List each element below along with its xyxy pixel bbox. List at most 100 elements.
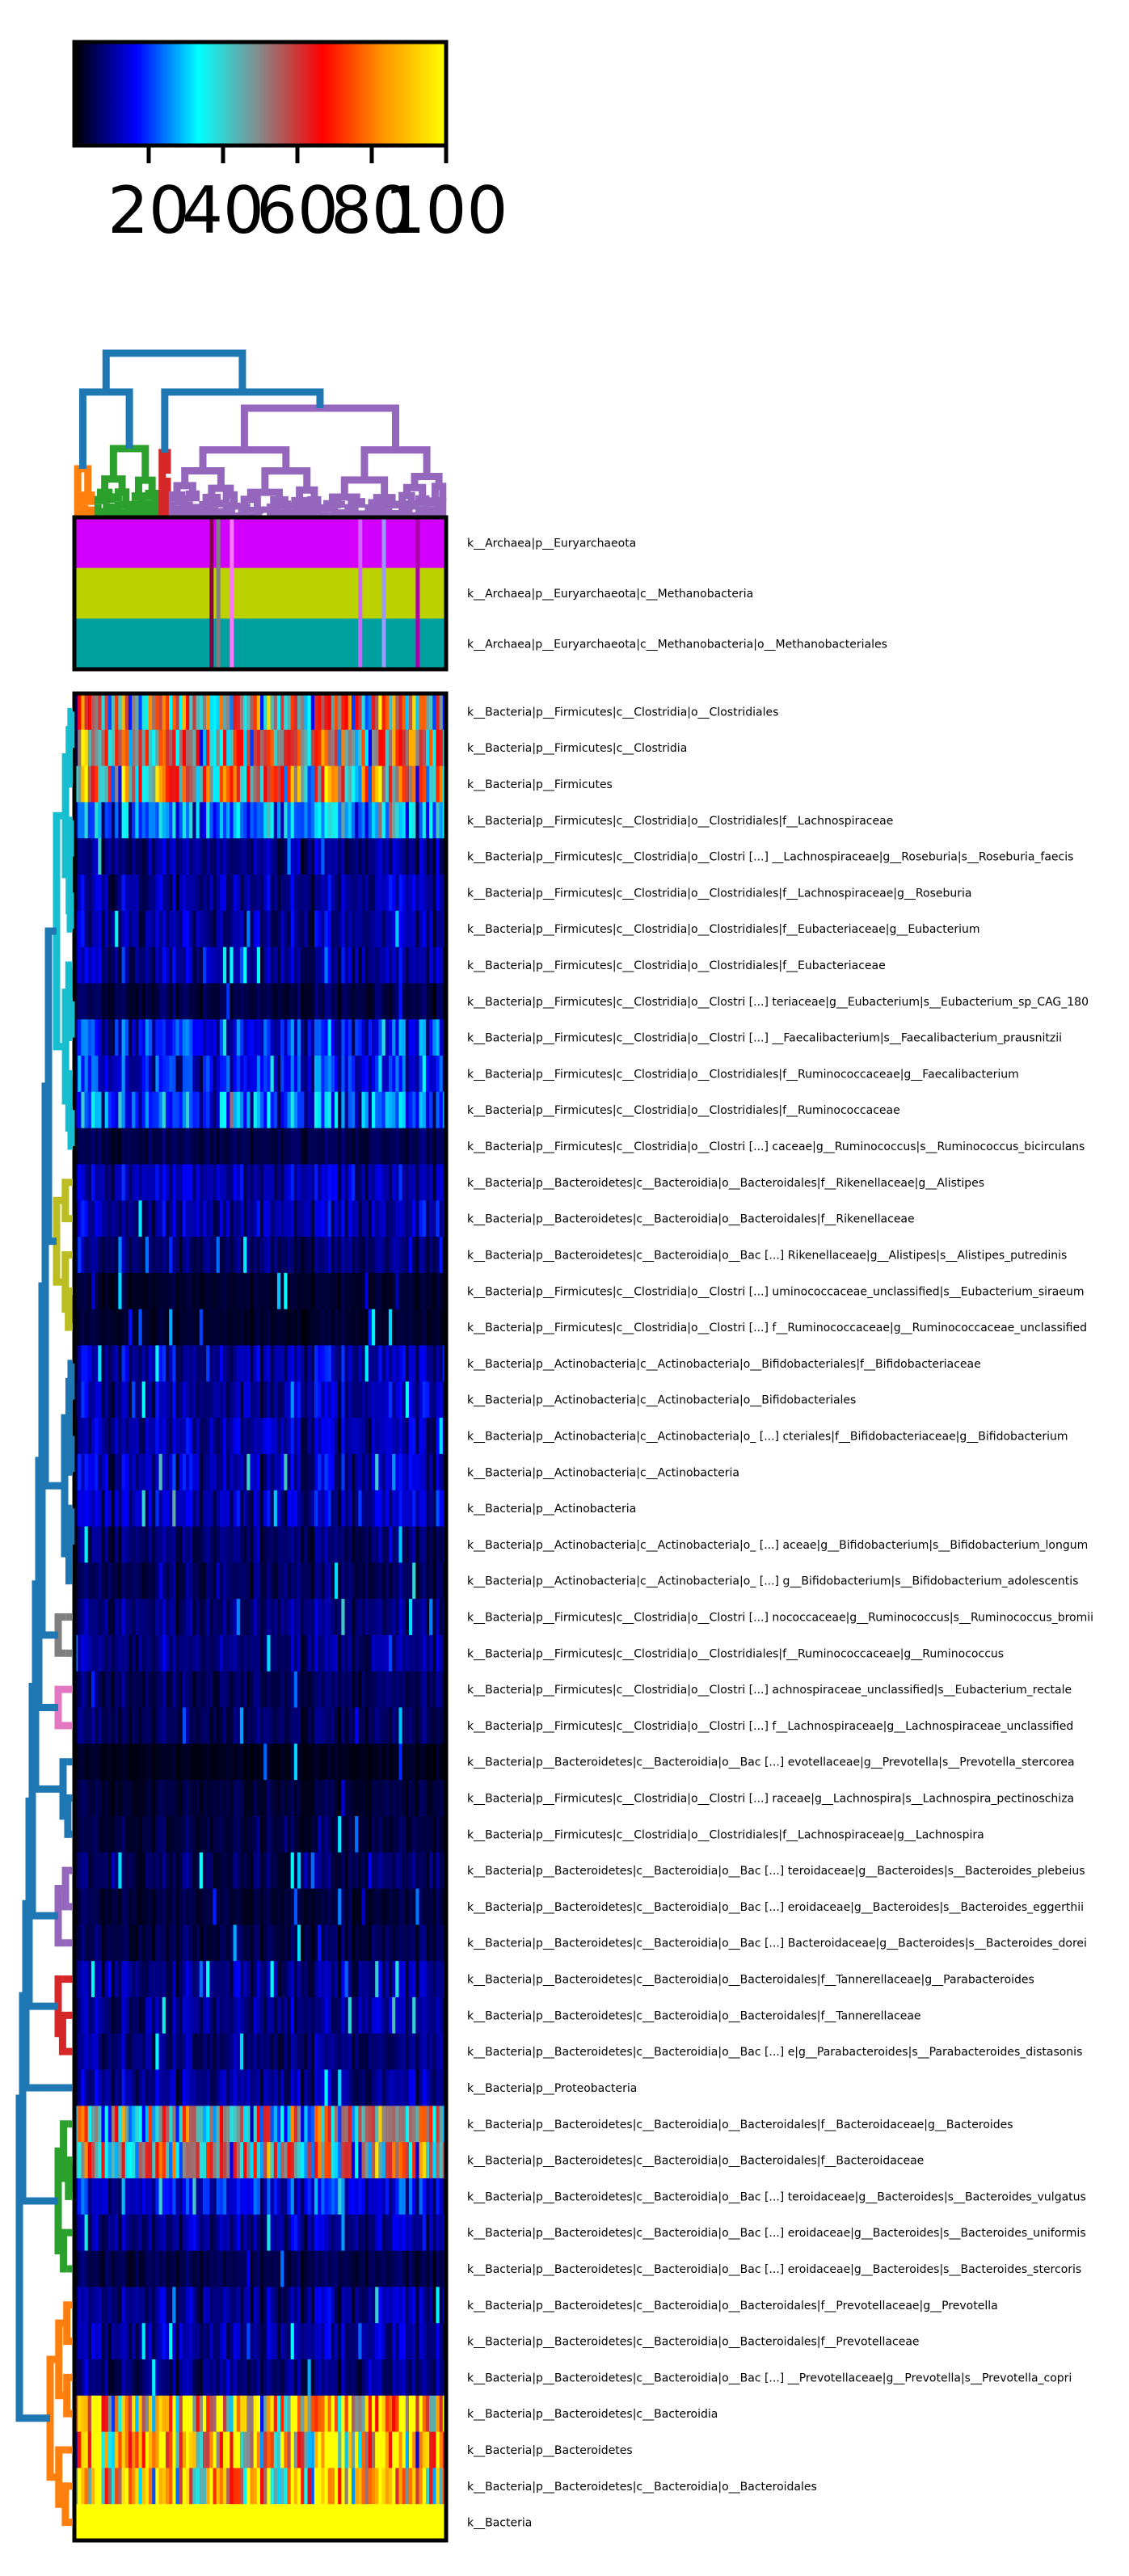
heatmap-cell (162, 947, 166, 984)
heatmap-cell (395, 1237, 400, 1274)
heatmap-cell (213, 1562, 217, 1600)
heatmap-cell (314, 1707, 318, 1744)
heatmap-cell (112, 1309, 116, 1347)
heatmap-cell (179, 1309, 183, 1347)
heatmap-cell (186, 1852, 190, 1890)
heatmap-cell (213, 1599, 217, 1636)
heatmap-cell (425, 2214, 430, 2252)
heatmap-cell (419, 1019, 423, 1056)
heatmap-cell (196, 1490, 200, 1528)
heatmap-cell (398, 1309, 403, 1347)
heatmap-row (74, 2106, 447, 2143)
heatmap-cell (297, 1309, 301, 1347)
heatmap-cell (98, 1490, 103, 1528)
heatmap-cell (310, 1996, 315, 2034)
heatmap-cell (124, 765, 129, 803)
heatmap-cell (341, 1743, 346, 1781)
heatmap-cell (335, 2178, 339, 2216)
heatmap-cell (233, 1019, 238, 1056)
heatmap-cell (318, 1671, 322, 1709)
heatmap-cell (405, 1780, 410, 1817)
heatmap-cell (395, 1925, 400, 1962)
heatmap-cell (246, 910, 251, 948)
heatmap-cell (233, 2142, 238, 2179)
heatmap-cell (152, 2142, 156, 2179)
heatmap-cell (149, 2142, 153, 2179)
heatmap-cell (107, 1996, 112, 2034)
heatmap-cell (419, 1925, 423, 1962)
heatmap-cell (304, 983, 309, 1020)
heatmap-cell (432, 1634, 437, 1672)
heatmap-cell (256, 910, 261, 948)
heatmap-cell (182, 1925, 187, 1962)
heatmap-cell (290, 1019, 295, 1056)
heatmap-cell (141, 1780, 146, 1817)
heatmap-cell (327, 1200, 332, 1237)
heatmap-cell (351, 2178, 356, 2216)
heatmap-cell (186, 1056, 190, 1093)
heatmap-cell (361, 1309, 366, 1347)
heatmap-cell (233, 1237, 238, 1274)
heatmap-cell (158, 947, 163, 984)
heatmap-cell (385, 1707, 390, 1744)
heatmap-cell (341, 1888, 346, 1925)
heatmap-cell (199, 2142, 204, 2179)
heatmap-cell (432, 729, 437, 767)
heatmap-cell (419, 729, 423, 767)
heatmap-cell (409, 1345, 413, 1382)
heatmap-cell (372, 1091, 376, 1129)
heatmap-cell (392, 1925, 396, 1962)
heatmap-cell (206, 983, 210, 1020)
heatmap-cell (223, 694, 227, 731)
heatmap-cell (358, 1091, 363, 1129)
heatmap-cell (270, 729, 275, 767)
heatmap-cell (155, 1019, 160, 1056)
heatmap-cell (422, 1091, 427, 1129)
heatmap-cell (405, 1671, 410, 1709)
heatmap-cell (361, 1743, 366, 1781)
heatmap-cell (415, 1815, 420, 1853)
heatmap-row (74, 1237, 447, 1274)
heatmap-cell (192, 1888, 197, 1925)
heatmap-cell (436, 1056, 440, 1093)
heatmap-cell (409, 875, 413, 912)
heatmap-cell (112, 694, 116, 731)
heatmap-cell (361, 875, 366, 912)
heatmap-cell (107, 1671, 112, 1709)
heatmap-cell (344, 1925, 349, 1962)
heatmap-cell (344, 1634, 349, 1672)
heatmap-cell (155, 1381, 160, 1419)
heatmap-cell (381, 729, 386, 767)
heatmap-cell (84, 1345, 89, 1382)
heatmap-cell (196, 1562, 200, 1600)
archaea-cell (216, 618, 221, 670)
heatmap-cell (415, 1200, 420, 1237)
heatmap-cell (321, 1562, 326, 1600)
heatmap-cell (412, 1128, 416, 1166)
heatmap-cell (250, 1599, 255, 1636)
heatmap-cell (149, 1671, 153, 1709)
heatmap-cell (155, 1671, 160, 1709)
heatmap-cell (202, 1743, 207, 1781)
heatmap-cell (196, 2214, 200, 2252)
heatmap-cell (226, 1671, 230, 1709)
heatmap-cell (202, 2214, 207, 2252)
heatmap-cell (179, 802, 183, 839)
heatmap-cell (118, 1925, 123, 1962)
heatmap-cell (158, 2178, 163, 2216)
archaea-heatmap (72, 515, 449, 672)
heatmap-cell (409, 838, 413, 875)
heatmap-cell (141, 947, 146, 984)
heatmap-cell (348, 1164, 352, 1201)
heatmap-cell (385, 2178, 390, 2216)
heatmap-cell (324, 1996, 329, 2034)
heatmap-cell (230, 838, 234, 875)
heatmap-cell (158, 1381, 163, 1419)
heatmap-cell (216, 1562, 221, 1600)
heatmap-cell (304, 1634, 309, 1672)
heatmap-cell (81, 2033, 86, 2071)
heatmap-cell (243, 1815, 247, 1853)
heatmap-cell (267, 1237, 272, 1274)
heatmap-cell (368, 1453, 373, 1491)
heatmap-cell (196, 1743, 200, 1781)
